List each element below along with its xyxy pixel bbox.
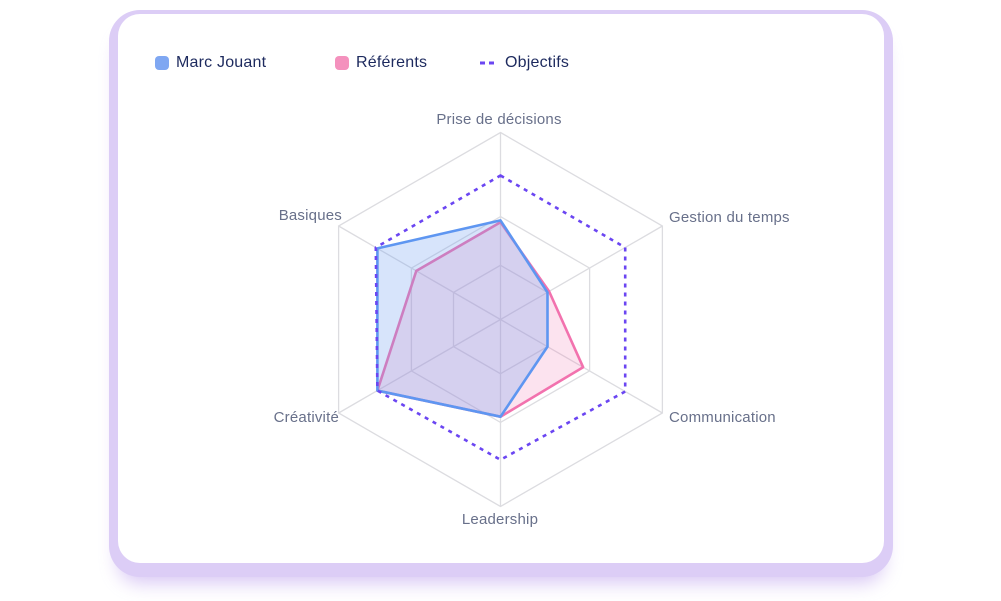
radar-card: Marc Jouant Référents Objectifs Prise de…	[118, 14, 884, 563]
legend-swatch	[155, 56, 169, 70]
axis-label-creativite: Créativité	[273, 409, 339, 426]
legend-swatch	[335, 56, 349, 70]
legend-label: Référents	[356, 54, 428, 71]
axis-label-gestion-du-temps: Gestion du temps	[669, 209, 790, 226]
axis-label-communication: Communication	[669, 409, 776, 426]
legend-label: Objectifs	[505, 54, 570, 71]
legend-item[interactable]: Marc Jouant	[155, 54, 266, 72]
axis-label-leadership: Leadership	[461, 511, 539, 528]
chart-legend: Marc Jouant Référents Objectifs	[118, 54, 884, 72]
radar-plot	[337, 131, 664, 508]
legend-dash-icon	[480, 61, 498, 65]
legend-item[interactable]: Objectifs	[480, 54, 569, 72]
axis-label-basiques: Basiques	[278, 207, 342, 224]
legend-label: Marc Jouant	[176, 54, 267, 71]
legend-item[interactable]: Référents	[335, 54, 427, 72]
radar-chart: Prise de décisions Gestion du temps Comm…	[118, 14, 884, 563]
axis-label-prise-de-decisions: Prise de décisions	[436, 111, 562, 128]
